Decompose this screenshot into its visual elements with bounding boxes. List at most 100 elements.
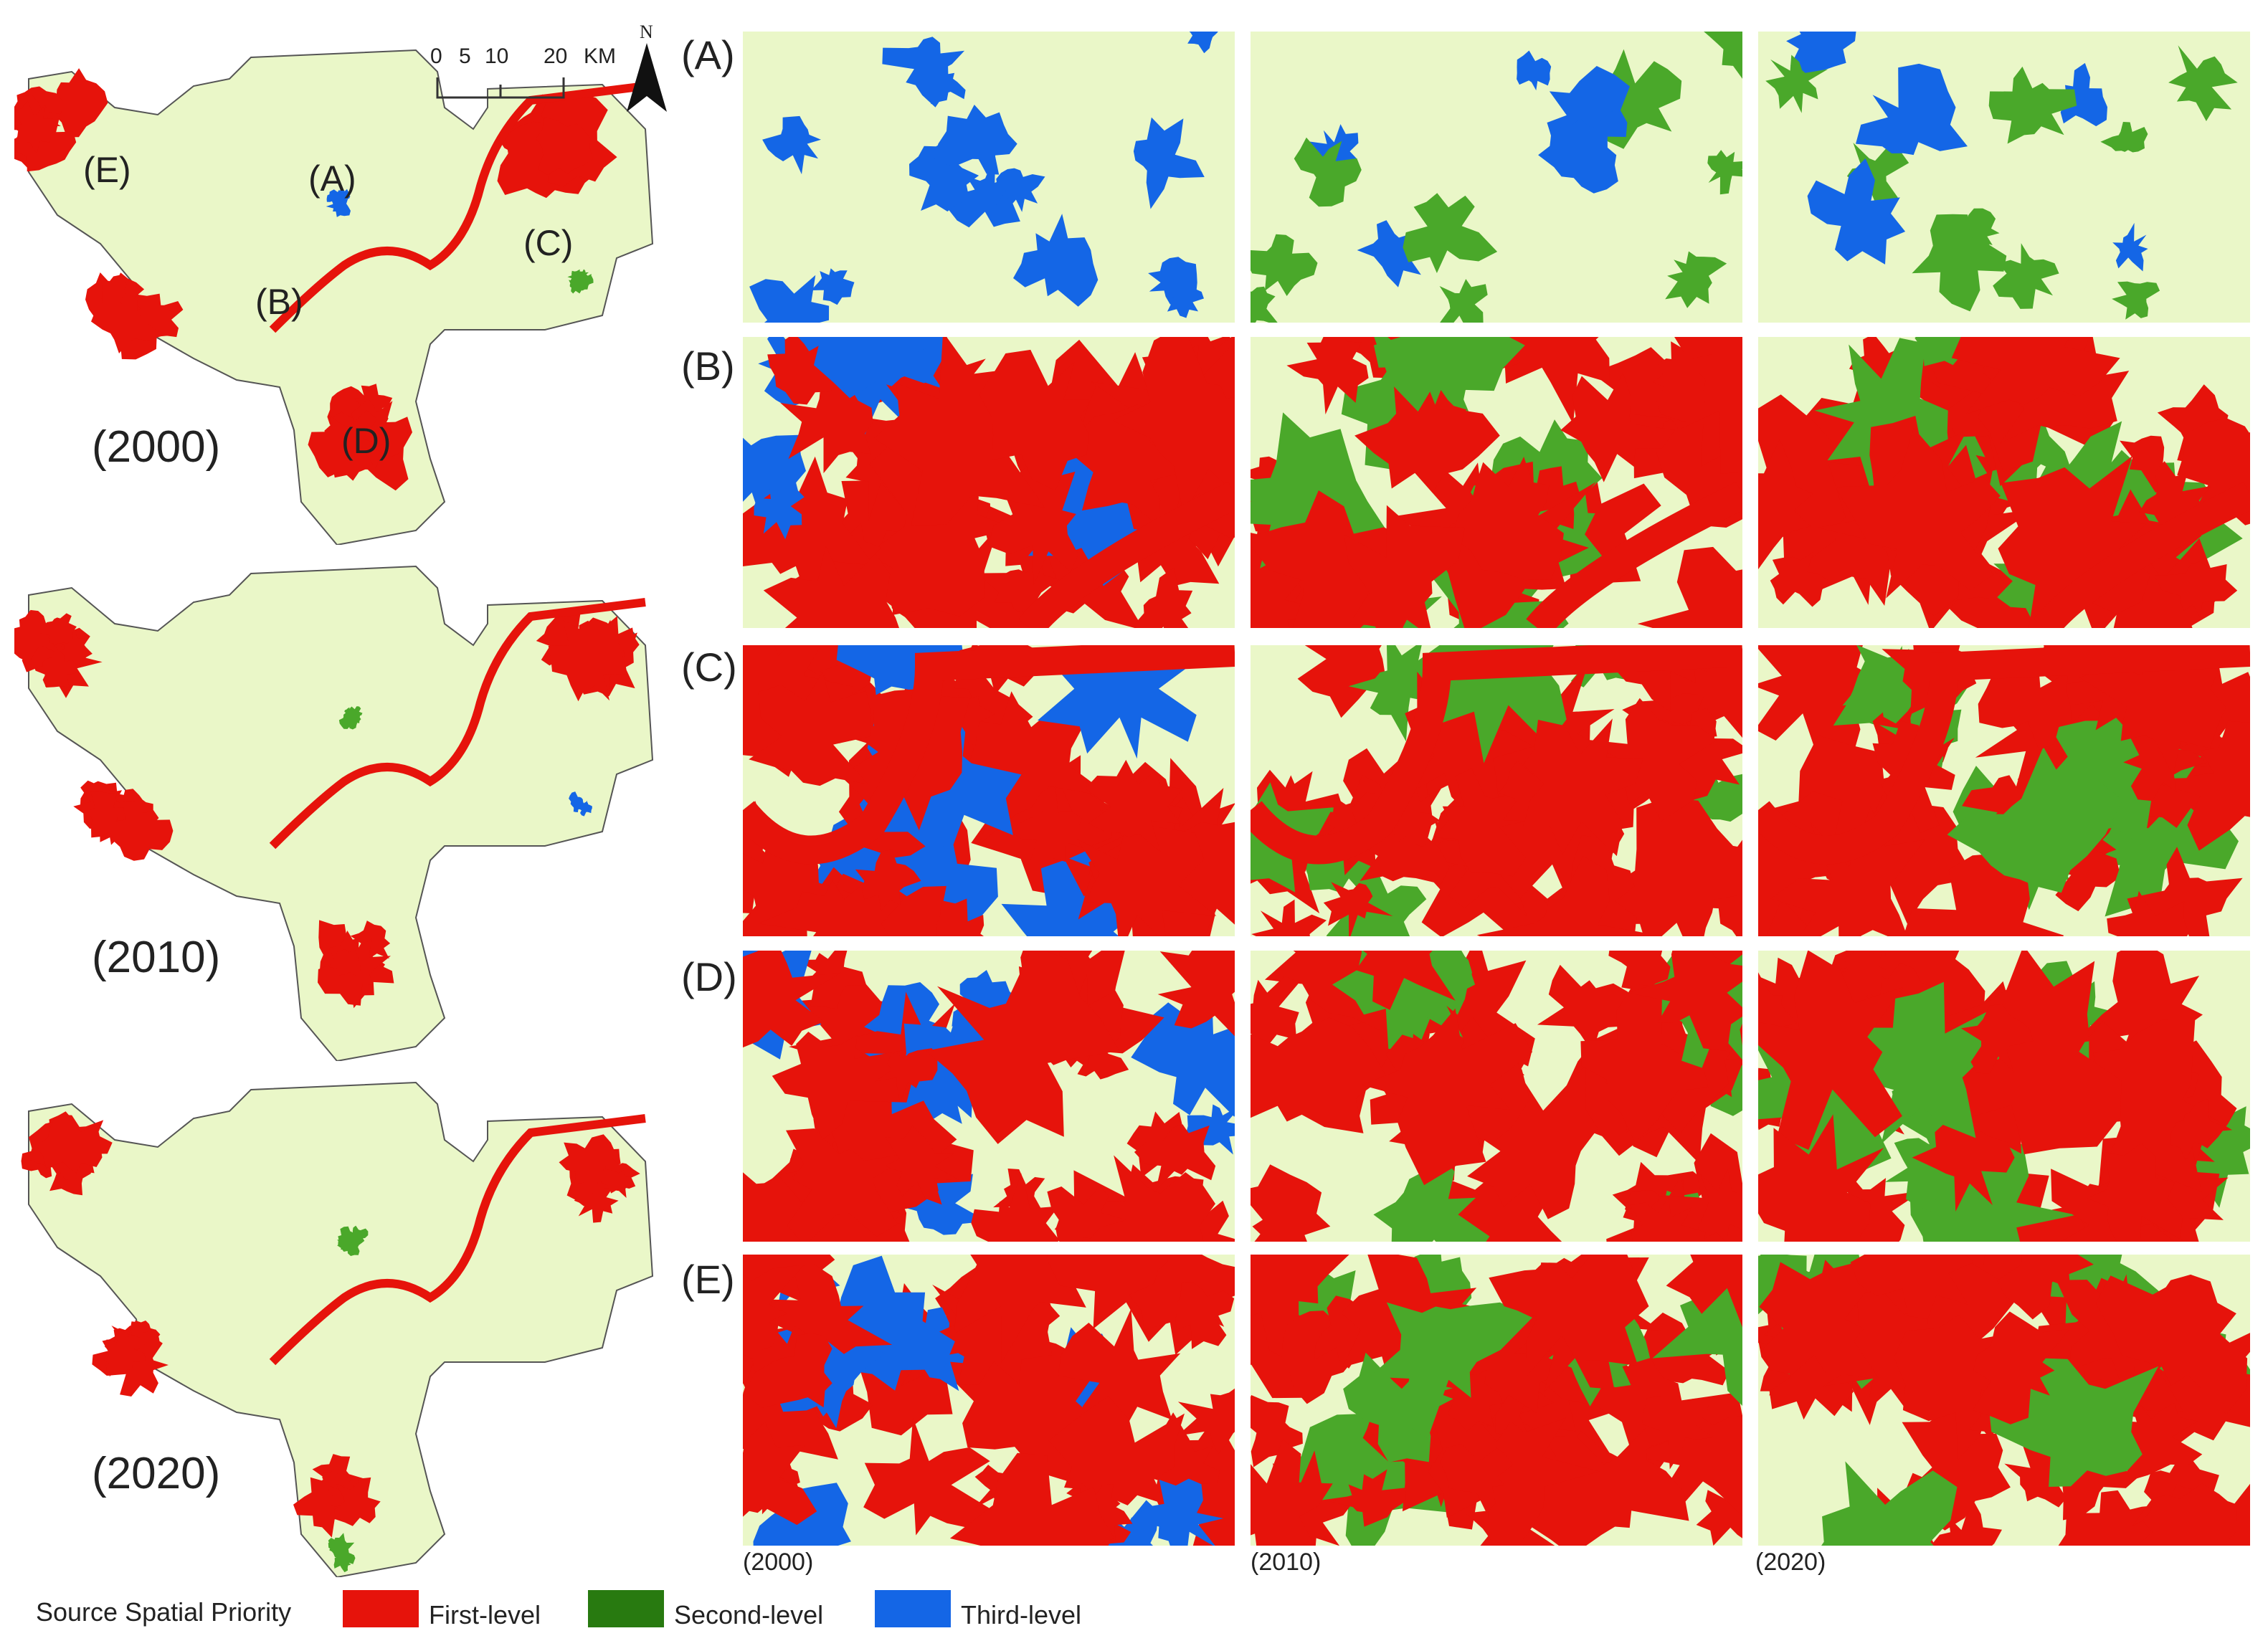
detail-panel bbox=[1758, 951, 2250, 1242]
priority-patch bbox=[1251, 1017, 1386, 1133]
priority-patch bbox=[1630, 1197, 1706, 1242]
priority-patch bbox=[1133, 117, 1205, 209]
priority-patch bbox=[2100, 122, 2148, 153]
priority-patch bbox=[1355, 951, 1456, 1010]
priority-patch bbox=[1765, 54, 1828, 113]
priority-patch bbox=[329, 948, 361, 976]
priority-patch bbox=[882, 37, 965, 108]
priority-patch bbox=[1538, 110, 1618, 194]
priority-patch bbox=[1988, 66, 2077, 144]
priority-patch bbox=[1770, 551, 1829, 607]
detail-panel-svg bbox=[1251, 645, 1742, 936]
priority-patch bbox=[42, 68, 108, 138]
detail-panel-svg bbox=[1758, 951, 2250, 1242]
priority-patch bbox=[2127, 847, 2243, 936]
priority-patch bbox=[328, 1538, 345, 1558]
priority-patch bbox=[743, 951, 841, 1048]
priority-patch bbox=[1951, 337, 2120, 414]
scale-tick-0: 0 bbox=[430, 44, 442, 68]
priority-patch bbox=[351, 1225, 369, 1245]
overview-map-svg bbox=[21, 1081, 654, 1579]
legend-title: Source Spatial Priority bbox=[36, 1597, 292, 1627]
priority-patch bbox=[104, 1331, 146, 1377]
priority-patch bbox=[979, 349, 1091, 491]
priority-patch bbox=[599, 1169, 631, 1198]
priority-patch bbox=[1978, 660, 2072, 751]
priority-patch bbox=[934, 105, 1017, 175]
priority-patch bbox=[1134, 567, 1193, 628]
priority-patch bbox=[326, 196, 351, 217]
study-area-outline bbox=[28, 565, 654, 1062]
region-label-c: (C) bbox=[523, 223, 574, 263]
scale-tick-20: 20 bbox=[544, 44, 568, 68]
region-label-d: (D) bbox=[341, 421, 392, 461]
river-channel bbox=[269, 1114, 646, 1366]
priority-patch bbox=[762, 115, 821, 175]
priority-patch bbox=[1476, 855, 1657, 936]
priority-patch bbox=[1058, 1308, 1181, 1435]
legend-label-second-level: Second-level bbox=[674, 1600, 824, 1630]
priority-patch bbox=[1433, 768, 1529, 877]
priority-patch bbox=[0, 609, 64, 662]
priority-patch bbox=[1580, 984, 1709, 1143]
river-channel bbox=[1251, 645, 1742, 865]
scale-tick-5: 5 bbox=[459, 44, 471, 68]
priority-patch bbox=[744, 1333, 832, 1408]
study-area-outline bbox=[28, 49, 654, 546]
priority-patch bbox=[1294, 137, 1362, 207]
priority-patch bbox=[1850, 1255, 1974, 1320]
priority-patch bbox=[37, 1111, 103, 1173]
priority-patch bbox=[1047, 1186, 1126, 1242]
priority-patch bbox=[1637, 546, 1742, 628]
detail-panel-svg bbox=[1251, 951, 1742, 1242]
priority-patch bbox=[1251, 1255, 1349, 1366]
priority-patch bbox=[1175, 1282, 1235, 1349]
priority-patch bbox=[548, 617, 627, 702]
priority-patch bbox=[1821, 1461, 1958, 1546]
detail-panel bbox=[1251, 32, 1742, 323]
priority-patch bbox=[1973, 1311, 2070, 1424]
detail-panel-svg bbox=[1758, 337, 2250, 628]
priority-patch bbox=[1582, 797, 1742, 936]
priority-patch bbox=[1113, 337, 1235, 515]
priority-patch bbox=[1373, 1155, 1490, 1242]
priority-patch bbox=[1007, 786, 1082, 870]
priority-patch bbox=[2118, 1297, 2250, 1459]
priority-patch bbox=[2049, 830, 2120, 912]
priority-patch bbox=[338, 713, 359, 729]
priority-patch bbox=[1251, 1439, 1333, 1546]
detail-panel-svg bbox=[1758, 645, 2250, 936]
priority-patch bbox=[1251, 976, 1300, 1057]
priority-patch bbox=[863, 1417, 990, 1536]
priority-patch bbox=[2087, 1143, 2183, 1242]
priority-patch bbox=[536, 116, 593, 175]
priority-patch bbox=[1502, 337, 1610, 424]
detail-panel bbox=[1251, 337, 1742, 628]
priority-patch bbox=[855, 850, 921, 911]
priority-patch bbox=[1323, 882, 1393, 936]
overview-map-2000 bbox=[1, 29, 660, 546]
study-area-outline bbox=[28, 1081, 654, 1579]
region-label-b: (B) bbox=[255, 282, 303, 322]
priority-patch bbox=[949, 1452, 1115, 1546]
priority-patch bbox=[1758, 439, 1813, 570]
priority-patch bbox=[1428, 1396, 1600, 1546]
detail-panel bbox=[743, 32, 1235, 323]
priority-patch bbox=[1608, 951, 1671, 991]
priority-patch bbox=[1440, 1443, 1514, 1514]
detail-panel-svg bbox=[1251, 337, 1742, 628]
priority-patch bbox=[1960, 1004, 2034, 1074]
priority-patch bbox=[2152, 720, 2250, 851]
legend-swatch-third-level bbox=[875, 1590, 951, 1627]
priority-patch bbox=[1348, 645, 1453, 742]
priority-patch bbox=[1547, 66, 1630, 179]
priority-patch bbox=[1642, 1381, 1714, 1470]
legend-swatch-first-level bbox=[343, 1590, 419, 1627]
priority-patch bbox=[1759, 1262, 1880, 1380]
priority-patch bbox=[1537, 964, 1638, 1053]
detail-panel-svg bbox=[743, 1255, 1235, 1546]
priority-patch bbox=[786, 1128, 917, 1242]
priority-patch bbox=[1251, 286, 1278, 323]
priority-patch bbox=[1953, 208, 2000, 257]
river-channel bbox=[1526, 482, 1742, 628]
